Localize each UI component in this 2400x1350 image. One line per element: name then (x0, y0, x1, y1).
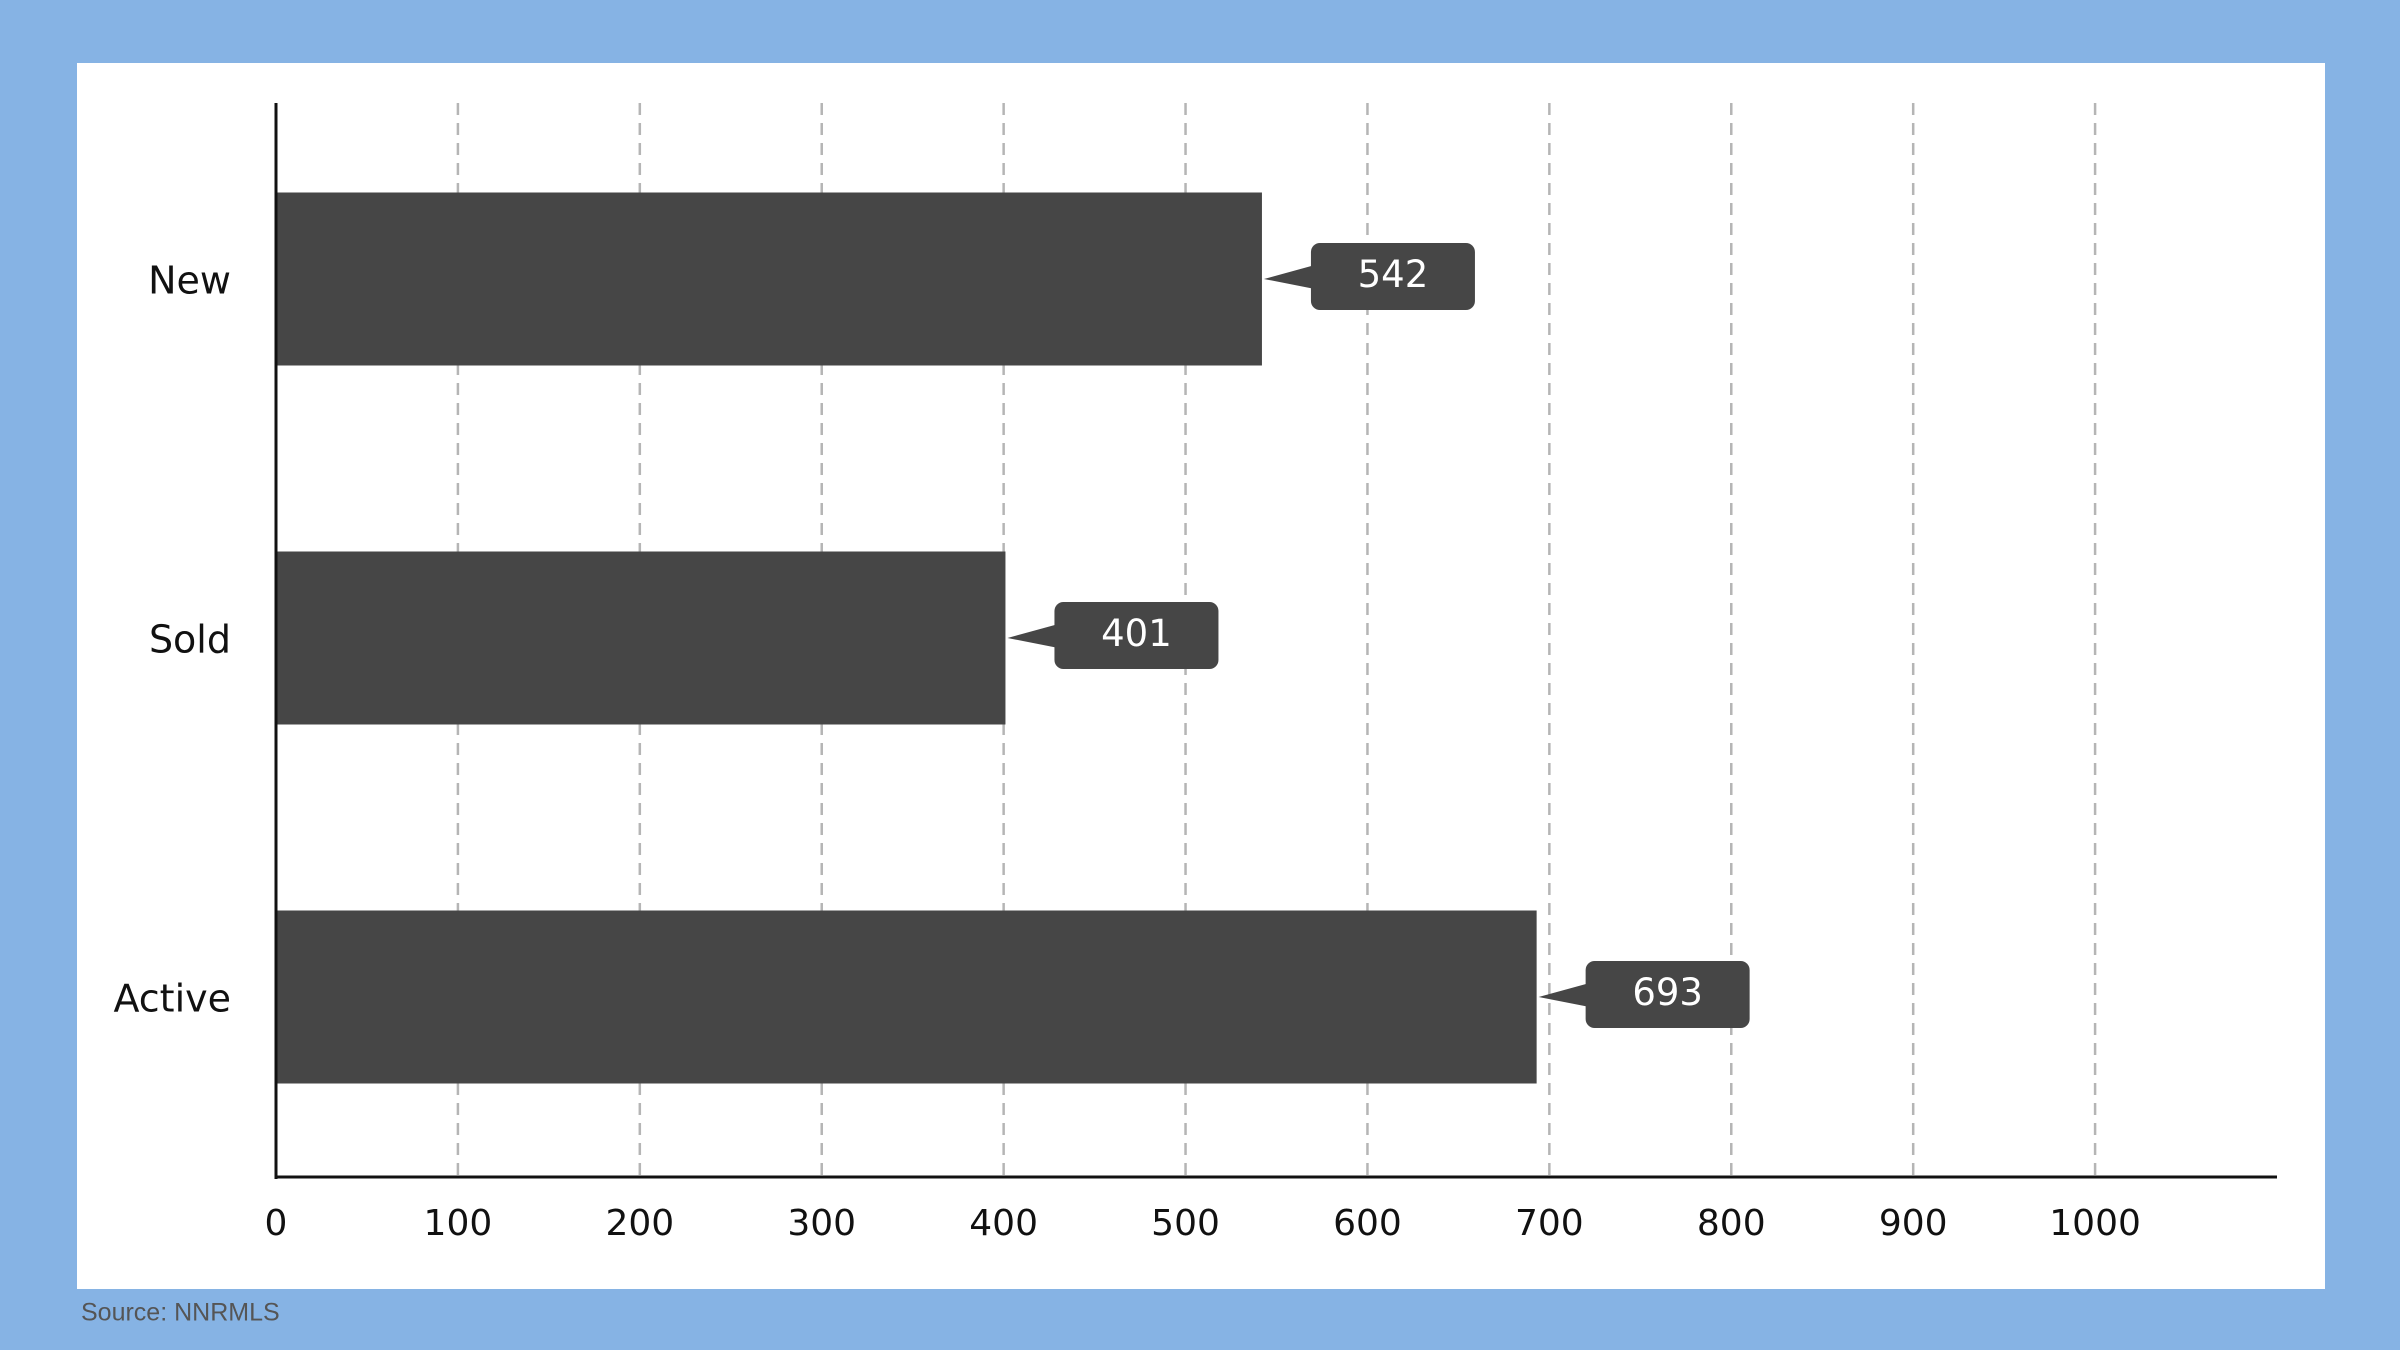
x-tick-label: 1000 (2049, 1203, 2141, 1244)
x-tick-label: 100 (424, 1203, 493, 1244)
bar (276, 551, 1006, 725)
label-pointer (1263, 265, 1315, 289)
x-tick-label: 400 (969, 1203, 1038, 1244)
label-box (1310, 243, 1475, 310)
bar (276, 192, 1262, 366)
x-tick-label: 700 (1515, 1203, 1584, 1244)
y-tick-label: Active (113, 977, 231, 1021)
x-tick-label: 600 (1333, 1203, 1402, 1244)
y-tick-label: New (148, 259, 231, 303)
x-tick-label: 800 (1697, 1203, 1766, 1244)
x-tick-label: 0 (265, 1203, 288, 1244)
data-label: 693 (1632, 971, 1703, 1014)
label-box (1054, 602, 1219, 669)
data-label: 401 (1101, 612, 1172, 655)
x-tick-label: 300 (787, 1203, 856, 1244)
x-tick-label: 200 (605, 1203, 674, 1244)
data-label: 542 (1358, 253, 1429, 296)
x-tick-label: 500 (1151, 1203, 1220, 1244)
label-pointer (1007, 624, 1059, 648)
y-tick-label: Sold (149, 618, 231, 662)
label-pointer (1538, 983, 1590, 1007)
source-note: Source: NNRMLS (81, 1299, 280, 1327)
bar (276, 910, 1537, 1084)
label-box (1585, 961, 1750, 1028)
x-tick-label: 900 (1879, 1203, 1948, 1244)
